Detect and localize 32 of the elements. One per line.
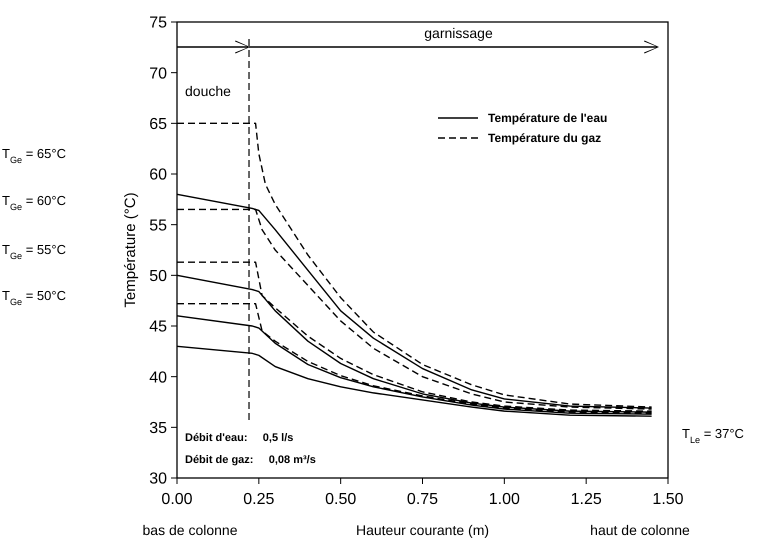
y-tick-label: 55: [149, 217, 168, 234]
y-tick-label: 30: [149, 470, 168, 488]
annotation: garnissage: [424, 25, 493, 41]
legend-label: Température de l'eau: [488, 111, 608, 126]
text: T$_{Ge}$ = 65°C: [2, 146, 66, 165]
x-tick-label: 0.00: [161, 491, 193, 508]
x-tick-label: 0.50: [325, 491, 356, 508]
annotation: douche: [185, 83, 232, 99]
text: T$_{Ge}$ = 50°C: [2, 288, 66, 307]
y-tick-label: 75: [149, 14, 168, 32]
text: T$_{Ge}$ = 60°C: [2, 193, 66, 212]
text: haut de colonne: [590, 522, 690, 538]
y-tick-label: 45: [149, 318, 168, 336]
y-tick-label: 70: [149, 65, 168, 82]
y-axis-title: Température (°C): [122, 192, 139, 308]
x-tick-label: 1.50: [652, 491, 684, 508]
legend-label: Température du gaz: [488, 131, 602, 146]
y-tick-label: 65: [149, 116, 168, 133]
text: T$_{Ge}$ = 55°C: [2, 242, 66, 261]
x-tick-label: 1.25: [570, 491, 602, 508]
x-tick-label: 0.75: [406, 491, 438, 508]
y-tick-label: 60: [149, 166, 168, 184]
x-axis-title: Hauteur courante (m): [356, 522, 490, 538]
y-tick-label: 40: [149, 369, 168, 386]
y-tick-label: 50: [149, 268, 168, 285]
x-tick-label: 0.25: [243, 491, 275, 508]
text: bas de colonne: [142, 522, 238, 538]
annotation: Débit de gaz: 0,08 m³/s: [185, 454, 316, 466]
y-tick-label: 35: [149, 420, 168, 437]
text: T$_{Le}$ = 37°C: [682, 426, 744, 445]
x-tick-label: 1.00: [488, 491, 520, 508]
annotation: Débit d'eau: 0,5 l/s: [185, 432, 294, 444]
